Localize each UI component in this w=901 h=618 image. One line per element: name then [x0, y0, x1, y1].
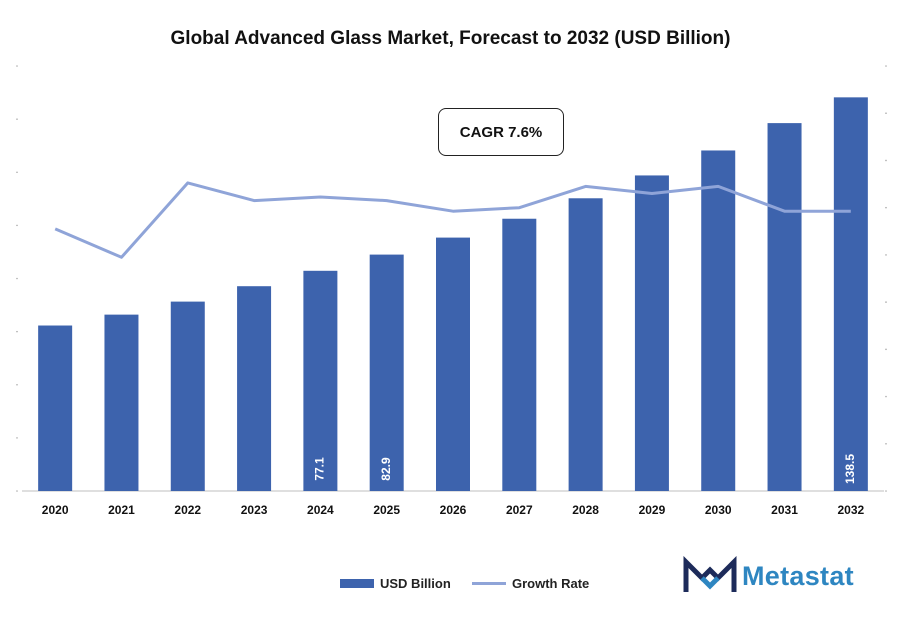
- left-axis-tick: [16, 490, 18, 492]
- left-axis-tick: [16, 383, 18, 386]
- legend-item-growth-rate: Growth Rate: [472, 576, 589, 591]
- bar-2031: [767, 123, 802, 491]
- right-axis-tick: [885, 254, 887, 256]
- x-tick-label-2023: 2023: [241, 503, 268, 517]
- bar-2022: [170, 301, 205, 491]
- right-axis-tick: [885, 348, 887, 351]
- cagr-annotation: CAGR 7.6%: [438, 108, 564, 156]
- x-tick-label-2020: 2020: [42, 503, 69, 517]
- right-axis-tick: [885, 206, 887, 209]
- growth-rate-line: [54, 181, 851, 259]
- left-axis-tick: [16, 330, 18, 333]
- right-axis-tick: [885, 395, 887, 398]
- bar-2025: [369, 254, 404, 491]
- x-tick-label-2022: 2022: [174, 503, 201, 517]
- x-tick-label-2031: 2031: [771, 503, 798, 517]
- bar-value-label-2024: 77.1: [313, 457, 327, 481]
- legend-label-growth-rate: Growth Rate: [512, 576, 590, 591]
- legend-swatch-bar: [340, 579, 374, 588]
- right-axis-tick: [885, 490, 887, 492]
- x-tick-label-2026: 2026: [440, 503, 467, 517]
- x-tick-label-2030: 2030: [705, 503, 732, 517]
- legend-item-usd-billion: USD Billion: [340, 576, 451, 591]
- left-axis-tick: [16, 224, 18, 227]
- x-tick-label-2025: 2025: [373, 503, 400, 517]
- bar-2021: [104, 314, 139, 491]
- x-tick-label-2032: 2032: [837, 503, 864, 517]
- bar-2027: [502, 218, 537, 491]
- bar-value-label-2025: 82.9: [379, 457, 393, 481]
- left-axis-tick: [16, 437, 18, 439]
- right-axis-tick: [885, 65, 887, 67]
- bar-2023: [237, 286, 272, 491]
- left-axis-tick: [16, 65, 18, 67]
- bar-2026: [436, 237, 470, 491]
- right-axis-tick: [885, 301, 887, 303]
- metastat-m-icon: [683, 556, 737, 592]
- x-tick-label-2021: 2021: [108, 503, 135, 517]
- right-axis-tick: [885, 112, 887, 115]
- right-axis-tick: [885, 159, 887, 162]
- bar-2028: [568, 198, 603, 491]
- left-axis-tick: [16, 277, 18, 280]
- chart-title: Global Advanced Glass Market, Forecast t…: [170, 28, 731, 49]
- x-tick-label-2028: 2028: [572, 503, 599, 517]
- bar-2030: [701, 150, 736, 491]
- x-tick-label-2024: 2024: [307, 503, 334, 517]
- left-axis-tick: [16, 171, 18, 174]
- bar-2020: [38, 325, 73, 491]
- x-tick-label-2029: 2029: [639, 503, 666, 517]
- bar-value-label-2032: 138.5: [843, 454, 857, 484]
- logo-text: Metastat: [742, 560, 854, 591]
- bar-2029: [634, 175, 669, 491]
- bar-2032: [833, 97, 868, 491]
- legend-swatch-line: [472, 582, 506, 585]
- x-tick-label-2027: 2027: [506, 503, 533, 517]
- legend-label-usd-billion: USD Billion: [380, 576, 451, 591]
- right-axis-tick: [885, 442, 887, 445]
- bar-2024: [303, 270, 338, 491]
- left-axis-tick: [16, 118, 18, 120]
- metastat-logo: Metastat: [682, 556, 854, 596]
